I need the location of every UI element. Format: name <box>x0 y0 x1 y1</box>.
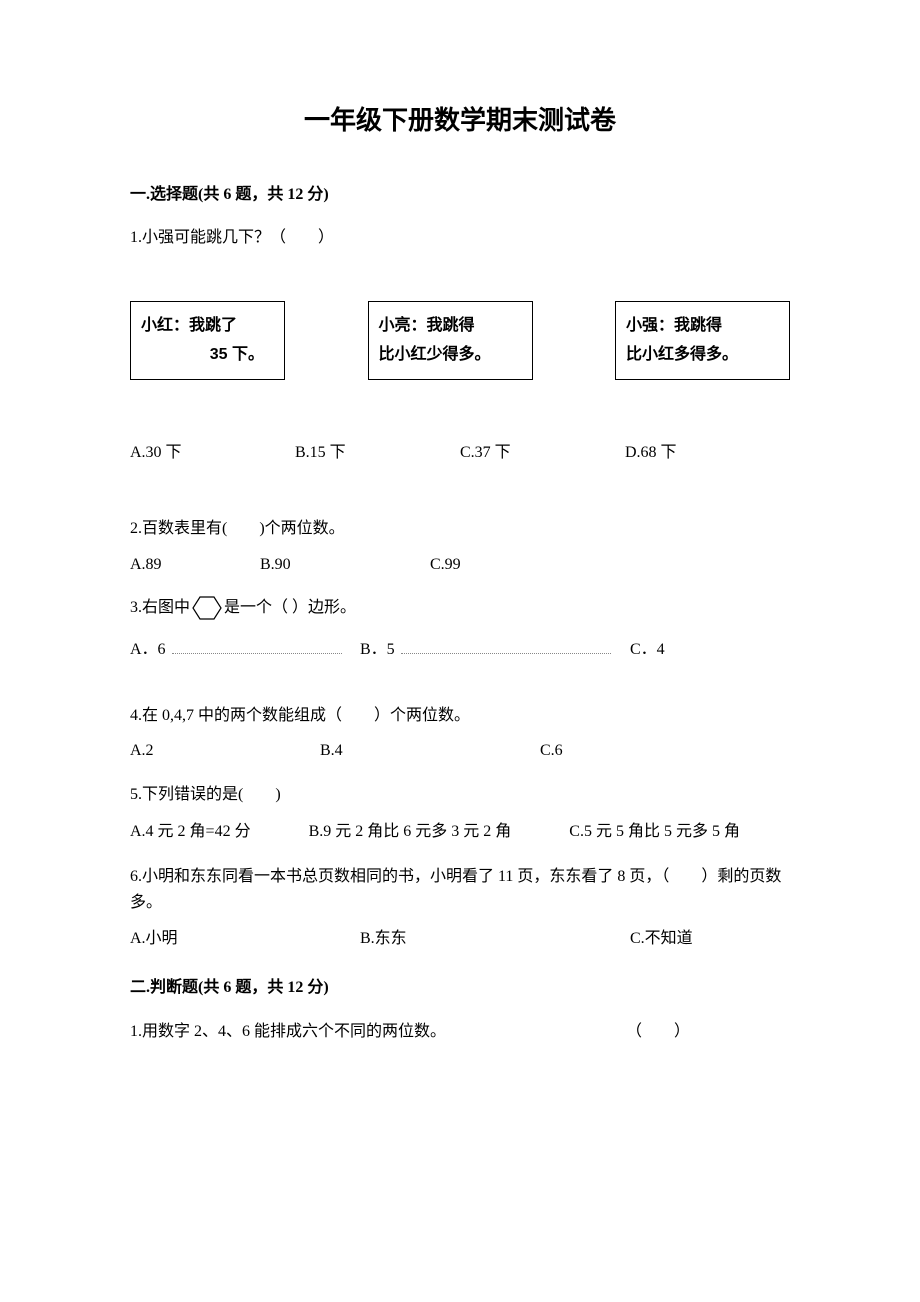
q6-option-a: A.小明 <box>130 926 360 952</box>
q1-box2-line1: 小亮：我跳得 <box>379 312 522 341</box>
q1-options: A.30 下 B.15 下 C.37 下 D.68 下 <box>130 440 790 466</box>
page-title: 一年级下册数学期末测试卷 <box>130 100 790 142</box>
q5-option-a: A.4 元 2 角=42 分 <box>130 823 251 840</box>
q3-option-b: B．5 <box>360 637 630 663</box>
q1-speech-boxes: 小红：我跳了 35 下。 小亮：我跳得 比小红少得多。 小强：我跳得 比小红多得… <box>130 301 790 381</box>
question-5: 5.下列错误的是( ) A.4 元 2 角=42 分 B.9 元 2 角比 6 … <box>130 782 790 846</box>
q4-option-c: C.6 <box>540 738 790 764</box>
q4-text: 4.在 0,4,7 中的两个数能组成（ ）个两位数。 <box>130 703 790 729</box>
question-2: 2.百数表里有( )个两位数。 A.89 B.90 C.99 <box>130 516 790 577</box>
section-choice-header: 一.选择题(共 6 题，共 12 分) <box>130 182 790 208</box>
q4-option-a: A.2 <box>130 738 320 764</box>
q2-option-c: C.99 <box>430 552 790 578</box>
q1-text: 1.小强可能跳几下？（ ） <box>130 225 790 251</box>
q1-box1-line1: 小红：我跳了 <box>141 312 274 341</box>
q5-text: 5.下列错误的是( ) <box>130 782 790 808</box>
q1-box3-line2: 比小红多得多。 <box>626 341 779 370</box>
q3-text-after: 是一个（ ）边形。 <box>224 595 356 621</box>
hexagon-icon <box>192 595 222 621</box>
q3-text-line: 3.右图中 是一个（ ）边形。 <box>130 595 790 621</box>
q6-option-c: C.不知道 <box>630 926 790 952</box>
question-3: 3.右图中 是一个（ ）边形。 A．6 B．5 C．4 <box>130 595 790 663</box>
section-truefalse-header: 二.判断题(共 6 题，共 12 分) <box>130 975 790 1001</box>
question-1: 1.小强可能跳几下？（ ） 小红：我跳了 35 下。 小亮：我跳得 比小红少得多… <box>130 225 790 466</box>
q6-options: A.小明 B.东东 C.不知道 <box>130 926 790 952</box>
q3-options: A．6 B．5 C．4 <box>130 637 790 663</box>
q1-box-xiaoqiang: 小强：我跳得 比小红多得多。 <box>615 301 790 381</box>
q1-option-a: A.30 下 <box>130 440 295 466</box>
q1-option-b: B.15 下 <box>295 440 460 466</box>
q1-box2-line2: 比小红少得多。 <box>379 341 522 370</box>
q1-option-c: C.37 下 <box>460 440 625 466</box>
q4-options: A.2 B.4 C.6 <box>130 738 790 764</box>
question-4: 4.在 0,4,7 中的两个数能组成（ ）个两位数。 A.2 B.4 C.6 <box>130 703 790 764</box>
question-6: 6.小明和东东同看一本书总页数相同的书，小明看了 11 页，东东看了 8 页，（… <box>130 864 790 951</box>
q1-box1-line2: 35 下。 <box>141 341 274 370</box>
q5-option-b: B.9 元 2 角比 6 元多 3 元 2 角 <box>309 823 512 840</box>
q1-box-xiaohong: 小红：我跳了 35 下。 <box>130 301 285 381</box>
q2-text: 2.百数表里有( )个两位数。 <box>130 516 790 542</box>
q6-option-b: B.东东 <box>360 926 630 952</box>
q4-option-b: B.4 <box>320 738 540 764</box>
q5-option-c: C.5 元 5 角比 5 元多 5 角 <box>569 823 740 840</box>
q3-text-before: 3.右图中 <box>130 595 190 621</box>
q6-text: 6.小明和东东同看一本书总页数相同的书，小明看了 11 页，东东看了 8 页，（… <box>130 864 790 915</box>
q3-option-c: C．4 <box>630 637 790 663</box>
q1-box3-line1: 小强：我跳得 <box>626 312 779 341</box>
tf-question-1: 1.用数字 2、4、6 能排成六个不同的两位数。 （ ） <box>130 1019 790 1045</box>
q1-box-xiaoliang: 小亮：我跳得 比小红少得多。 <box>368 301 533 381</box>
q5-options: A.4 元 2 角=42 分 B.9 元 2 角比 6 元多 3 元 2 角 C… <box>130 818 790 847</box>
q2-option-b: B.90 <box>260 552 430 578</box>
q1-option-d: D.68 下 <box>625 440 790 466</box>
tf-q1-text: 1.用数字 2、4、6 能排成六个不同的两位数。 <box>130 1019 446 1045</box>
q3-option-a: A．6 <box>130 637 360 663</box>
q2-options: A.89 B.90 C.99 <box>130 552 790 578</box>
q2-option-a: A.89 <box>130 552 260 578</box>
tf-q1-paren: （ ） <box>626 1019 790 1045</box>
